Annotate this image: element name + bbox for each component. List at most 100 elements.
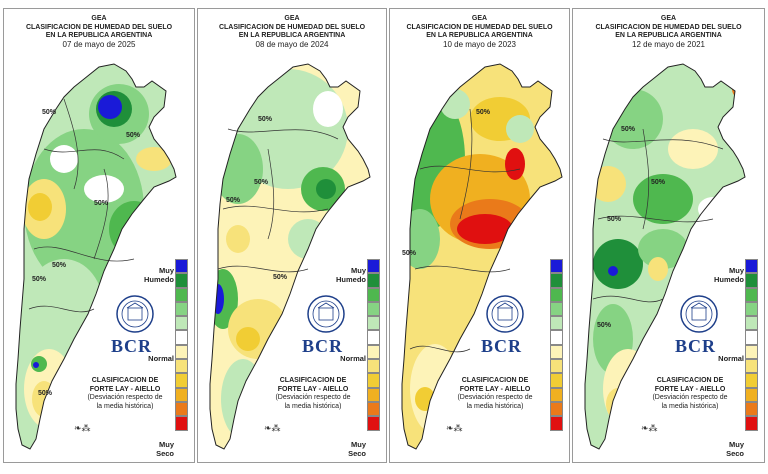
panel-header: GEA CLASIFICACION DE HUMEDAD DEL SUELO E… <box>198 15 386 49</box>
legend-swatch <box>550 316 563 331</box>
legend-swatch <box>175 359 188 374</box>
moisture-legend <box>367 259 380 431</box>
map-date: 07 de mayo de 2025 <box>62 39 136 49</box>
legend-swatch <box>367 287 380 302</box>
malvinas-islands-icon: ❧⁂ <box>446 423 463 433</box>
malvinas-islands-icon: ❧⁂ <box>74 423 91 433</box>
bcr-logo: BCR <box>302 336 344 356</box>
legend-swatch <box>745 316 758 331</box>
isoline-label: 50% <box>226 197 241 204</box>
map-panel-2021: GEA CLASIFICACION DE HUMEDAD DEL SUELO E… <box>572 8 765 463</box>
legend-swatch <box>175 401 188 417</box>
legend-swatch <box>550 344 563 360</box>
legend-swatch <box>367 359 380 374</box>
legend-swatch <box>175 330 188 345</box>
legend-swatch <box>175 273 188 288</box>
map-date: 08 de mayo de 2024 <box>255 39 329 49</box>
isoline-label: 50% <box>42 109 57 116</box>
isoline-label: 50% <box>597 322 612 329</box>
map-title: CLASIFICACION DE HUMEDAD DEL SUELO <box>595 23 742 31</box>
legend-swatch <box>745 301 758 317</box>
legend-swatch <box>745 287 758 302</box>
map-date: 10 de mayo de 2023 <box>443 39 516 49</box>
legend-swatch <box>550 387 563 402</box>
legend-mid-label: Normal <box>718 354 744 363</box>
isoline-label: 50% <box>651 179 666 186</box>
legend-swatch <box>745 359 758 374</box>
isoline-label: 50% <box>273 274 288 281</box>
map-subtitle: EN LA REPUBLICA ARGENTINA <box>45 32 153 39</box>
map-title: CLASIFICACION DE HUMEDAD DEL SUELO <box>218 23 366 31</box>
moisture-legend <box>550 259 563 431</box>
bcr-logo: BCR <box>675 336 717 356</box>
legend-swatch <box>550 359 563 374</box>
legend-swatch <box>550 287 563 302</box>
legend-swatch <box>367 301 380 317</box>
isoline-label: 50% <box>94 200 109 207</box>
map-subtitle: EN LA REPUBLICA ARGENTINA <box>426 32 533 39</box>
moisture-legend <box>745 259 758 431</box>
map-subtitle: EN LA REPUBLICA ARGENTINA <box>615 32 722 39</box>
legend-swatch <box>175 287 188 302</box>
method-credit: CLASIFICACION DE FORTE LAY - AIELLO (Desv… <box>87 377 163 410</box>
org-label: GEA <box>284 15 300 22</box>
isoline-label: 50% <box>38 390 53 397</box>
isoline-label: 50% <box>621 126 636 133</box>
bcr-seal-icon <box>116 295 154 333</box>
method-credit: CLASIFICACION DE FORTE LAY - AIELLO (Desv… <box>457 377 533 410</box>
legend-swatch <box>367 401 380 417</box>
method-credit: CLASIFICACION DE FORTE LAY - AIELLO (Desv… <box>652 377 728 410</box>
legend-swatch <box>550 301 563 317</box>
isoline-label: 50% <box>126 132 141 139</box>
malvinas-islands-icon: ❧⁂ <box>264 423 281 433</box>
legend-swatch <box>175 301 188 317</box>
soil-moisture-map: 50% 50% 50% 50% <box>584 63 746 450</box>
legend-swatch <box>550 373 563 388</box>
isoline-label: 50% <box>258 116 273 123</box>
map-title: CLASIFICACION DE HUMEDAD DEL SUELO <box>25 23 173 31</box>
map-panel-2024: GEA CLASIFICACION DE HUMEDAD DEL SUELO E… <box>197 8 387 463</box>
malvinas-islands-icon: ❧⁂ <box>641 423 658 433</box>
soil-moisture-map: 50% 50% <box>401 63 563 450</box>
map-date: 12 de mayo de 2021 <box>632 39 705 49</box>
org-label: GEA <box>91 15 107 22</box>
legend-top-label: Muy Humedo <box>336 266 366 284</box>
map-subtitle: EN LA REPUBLICA ARGENTINA <box>238 32 346 39</box>
method-credit: CLASIFICACION DE FORTE LAY - AIELLO (Desv… <box>275 377 351 410</box>
legend-swatch <box>745 373 758 388</box>
org-label: GEA <box>660 15 677 22</box>
legend-swatch <box>175 387 188 402</box>
legend-swatch <box>550 273 563 288</box>
legend-swatch <box>745 259 758 274</box>
legend-swatch <box>745 401 758 417</box>
legend-swatch <box>745 387 758 402</box>
legend-bottom-label: Muy Seco <box>726 440 744 458</box>
legend-swatch <box>550 416 563 431</box>
bcr-logo: BCR <box>481 336 523 356</box>
legend-swatch <box>550 259 563 274</box>
legend-mid-label: Normal <box>340 354 366 363</box>
legend-swatch <box>175 259 188 274</box>
legend-swatch <box>367 273 380 288</box>
legend-swatch <box>367 259 380 274</box>
soil-moisture-map: 50% 50% 50% 50% 50% 50% <box>15 63 177 450</box>
legend-swatch <box>367 344 380 360</box>
isoline-label: 50% <box>476 109 491 116</box>
isoline-label: 50% <box>254 179 269 186</box>
map-panel-2023: GEA CLASIFICACION DE HUMEDAD DEL SUELO E… <box>389 8 570 463</box>
panel-header: GEA CLASIFICACION DE HUMEDAD DEL SUELO E… <box>390 15 569 49</box>
soil-moisture-map: 50% 50% 50% 50% <box>209 63 371 450</box>
legend-swatch <box>367 316 380 331</box>
legend-swatch <box>175 316 188 331</box>
legend-bottom-label: Muy Seco <box>156 440 174 458</box>
legend-swatch <box>367 387 380 402</box>
bcr-seal-icon <box>307 295 345 333</box>
legend-swatch <box>550 330 563 345</box>
legend-swatch <box>367 416 380 431</box>
legend-swatch <box>745 416 758 431</box>
legend-swatch <box>745 273 758 288</box>
legend-swatch <box>175 344 188 360</box>
legend-swatch <box>367 373 380 388</box>
map-title: CLASIFICACION DE HUMEDAD DEL SUELO <box>406 23 553 31</box>
bcr-seal-icon <box>680 295 718 333</box>
